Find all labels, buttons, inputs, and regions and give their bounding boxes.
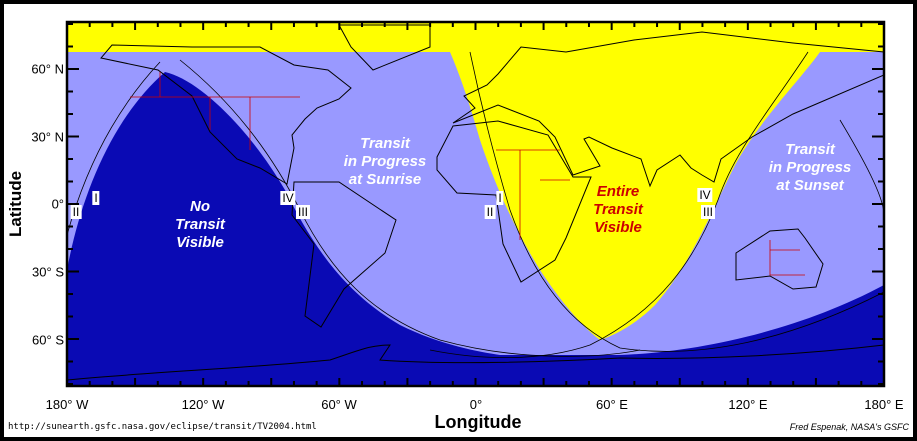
north-america-outline <box>100 44 352 185</box>
entire-transit-region <box>67 22 884 340</box>
x-axis-title: Longitude <box>434 412 522 432</box>
y-tick-label: 30° N <box>31 129 64 145</box>
contact-label-ii: II <box>484 205 496 219</box>
no-transit-region <box>67 72 884 386</box>
eurasia-outline <box>452 31 884 188</box>
entire-transit-label: Entire Transit Visible <box>593 183 643 236</box>
source-url: http://sunearth.gsfc.nasa.gov/eclipse/tr… <box>8 422 317 432</box>
y-tick-label: 0° <box>51 196 64 212</box>
south-america-outline <box>291 181 397 328</box>
sunset-label: Transit in Progress at Sunset <box>768 141 852 194</box>
coastlines <box>67 24 884 381</box>
political-borders <box>130 72 805 276</box>
sunrise-label: Transit in Progress at Sunrise <box>343 135 427 188</box>
contact-label-iii: III <box>700 205 716 219</box>
contact-label-ii: II <box>70 205 82 219</box>
contact-label-i: I <box>496 191 504 205</box>
x-tick-label: 120° W <box>181 397 225 412</box>
y-tick-label: 60° N <box>31 61 64 77</box>
contact-label-iv: IV <box>280 191 296 205</box>
y-tick-label: 60° S <box>32 332 64 348</box>
x-tick-label: 180° E <box>864 397 904 412</box>
australia-outline <box>735 228 824 290</box>
africa-outline <box>436 120 592 283</box>
x-tick-label: 60° W <box>321 397 357 412</box>
x-tick-label: 60° E <box>596 397 628 412</box>
axis-ticks <box>67 22 884 386</box>
antarctica-outline <box>67 344 884 381</box>
x-tick-label: 180° W <box>45 397 89 412</box>
credit: Fred Espenak, NASA's GSFC <box>789 422 909 432</box>
no-transit-label: No Transit Visible <box>175 198 225 251</box>
contact-label-iv: IV <box>697 188 713 202</box>
contact-label-iii: III <box>295 205 311 219</box>
x-tick-label: 120° E <box>728 397 768 412</box>
x-tick-label: 0° <box>469 397 483 412</box>
y-tick-label: 30° S <box>32 264 64 280</box>
transit-visibility-map-figure: No Transit Visible Transit in Progress a… <box>4 4 913 437</box>
world-map <box>65 20 886 388</box>
contact-label-i: I <box>92 191 100 205</box>
